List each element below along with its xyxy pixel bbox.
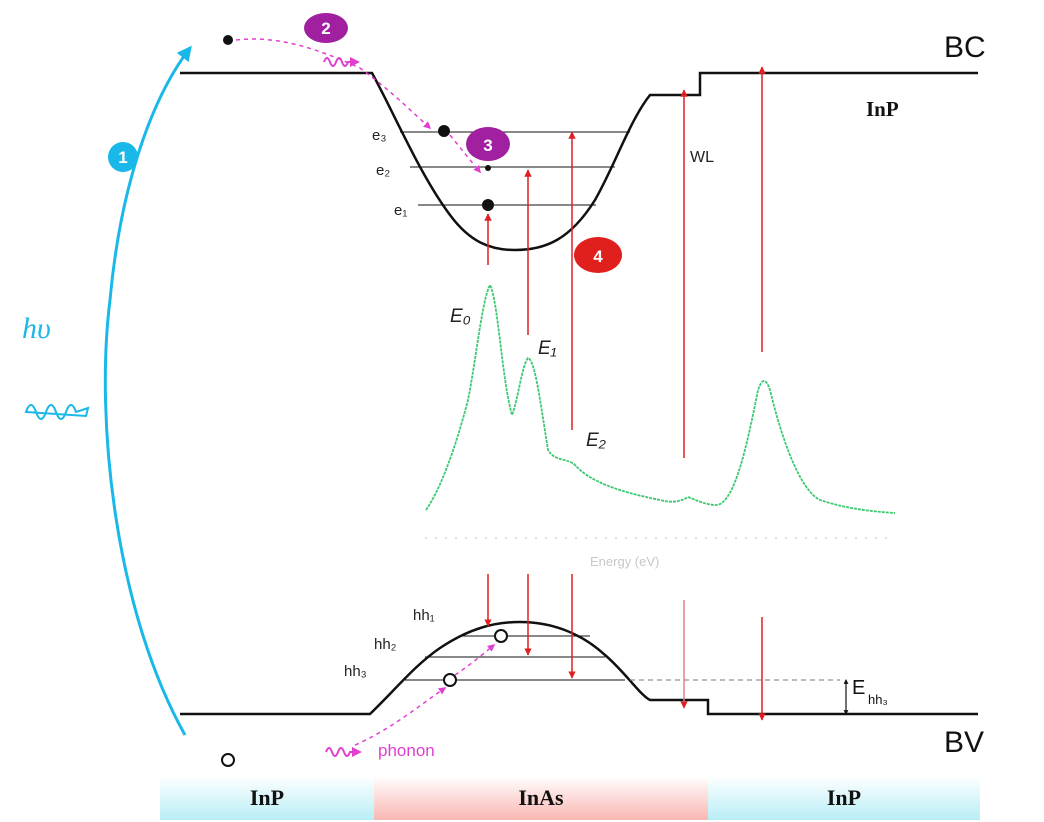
hh3-label: hh₃ [344,663,367,680]
conduction-band-line [180,71,978,252]
e2-label: e₂ [376,162,390,179]
phonon-wave-bottom-icon [325,747,362,757]
valence-band-line [180,620,978,716]
ehh3-sub-label: hh₃ [868,692,888,707]
relaxation-path [235,38,432,130]
phonon-wave-top-icon [323,57,360,67]
peak-e2-label: E₂ [586,430,607,451]
energy-axis-label: Energy (eV) [590,554,659,569]
phonon-label: phonon [378,741,435,760]
bc-label: BC [944,31,986,64]
step-badge-1: 1 [108,142,138,172]
hole-bottom [221,753,235,767]
material-inas: InAs [374,776,708,820]
hh1-label: hh₁ [413,607,435,624]
peak-e0-label: E₀ [450,306,471,327]
inp-barrier-label: InP [866,97,899,121]
hole-hh3 [443,673,457,687]
pl-spectrum-curve [425,283,896,514]
excitation-arrow [103,45,192,736]
material-inp-left: InP [160,776,374,820]
svg-text:1: 1 [118,148,127,167]
photon-wave-icon [24,404,90,420]
ehh3-label: E [852,677,865,699]
hole-relaxation-path [354,687,447,746]
electron-e2 [485,165,491,171]
hh2-label: hh₂ [374,636,397,653]
e3-label: e₃ [372,127,386,144]
hole-hh1 [494,629,508,643]
material-inas-label: InAs [518,785,564,810]
hv-label: hυ [22,312,51,345]
material-inp-right: InP [708,776,980,820]
e1-label: e₁ [394,202,407,219]
electron-e3 [438,125,450,137]
step-badge-4: 4 [574,237,622,273]
svg-text:2: 2 [321,19,330,38]
wl-label: WL [690,149,714,166]
svg-text:3: 3 [483,136,492,155]
material-inp-left-label: InP [249,785,285,810]
material-inp-right-label: InP [826,785,862,810]
relaxation-path-2 [449,134,481,174]
bv-label: BV [944,726,984,759]
step-badge-3: 3 [466,127,510,161]
svg-text:4: 4 [593,247,603,266]
hole-relaxation-path-2 [454,644,496,676]
peak-e1-label: E₁ [538,338,557,359]
step-badge-2: 2 [304,13,348,43]
electron-top [223,35,233,45]
electron-e1 [482,199,494,211]
